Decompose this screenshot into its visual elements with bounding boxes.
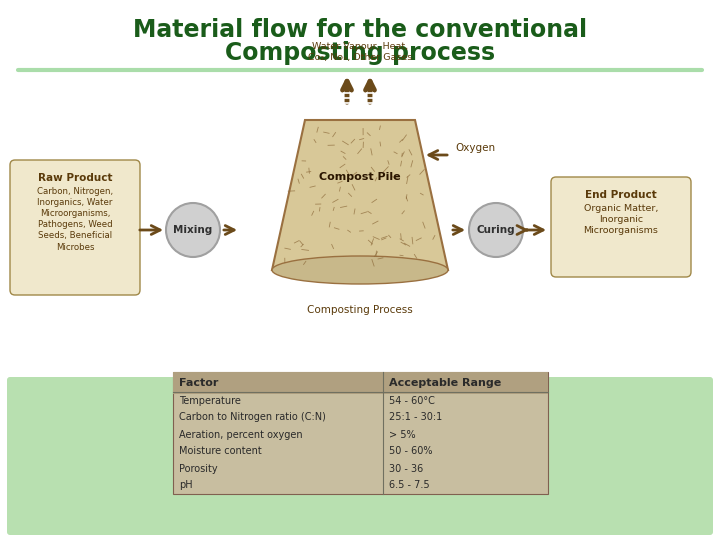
Text: Compost Pile: Compost Pile <box>319 172 401 182</box>
Text: 25:1 - 30:1: 25:1 - 30:1 <box>389 413 442 422</box>
Text: Material flow for the conventional: Material flow for the conventional <box>133 18 587 42</box>
Text: 6.5 - 7.5: 6.5 - 7.5 <box>389 481 430 490</box>
Text: Carbon, Nitrogen,
Inorganics, Water
Microorganisms,
Pathogens, Weed
Seeds, Benef: Carbon, Nitrogen, Inorganics, Water Micr… <box>37 187 113 252</box>
Text: Curing: Curing <box>477 225 516 235</box>
Polygon shape <box>272 120 448 270</box>
Text: Acceptable Range: Acceptable Range <box>389 378 501 388</box>
Text: Raw Product: Raw Product <box>37 173 112 183</box>
Text: Composting process: Composting process <box>225 41 495 65</box>
Text: 54 - 60°C: 54 - 60°C <box>389 395 435 406</box>
Text: pH: pH <box>179 481 193 490</box>
Circle shape <box>469 203 523 257</box>
Text: Carbon to Nitrogen ratio (C:N): Carbon to Nitrogen ratio (C:N) <box>179 413 326 422</box>
Text: 50 - 60%: 50 - 60% <box>389 447 433 456</box>
Text: Aeration, percent oxygen: Aeration, percent oxygen <box>179 429 302 440</box>
FancyBboxPatch shape <box>173 372 548 394</box>
FancyBboxPatch shape <box>10 160 140 295</box>
Text: 30 - 36: 30 - 36 <box>389 463 423 474</box>
Text: Porosity: Porosity <box>179 463 217 474</box>
Text: Composting Process: Composting Process <box>307 305 413 315</box>
Text: > 5%: > 5% <box>389 429 415 440</box>
Ellipse shape <box>272 256 448 284</box>
FancyBboxPatch shape <box>551 177 691 277</box>
FancyBboxPatch shape <box>173 372 548 494</box>
FancyBboxPatch shape <box>7 377 713 535</box>
Text: Water Vapour, Heat,
Co₂, Noₓ, Other Gases: Water Vapour, Heat, Co₂, Noₓ, Other Gase… <box>308 42 412 62</box>
Text: Oxygen: Oxygen <box>455 143 495 153</box>
Circle shape <box>166 203 220 257</box>
Text: Factor: Factor <box>179 378 218 388</box>
Text: Temperature: Temperature <box>179 395 241 406</box>
Text: End Product: End Product <box>585 190 657 200</box>
Text: Mixing: Mixing <box>174 225 212 235</box>
Text: Organic Matter,
Inorganic
Microorganisms: Organic Matter, Inorganic Microorganisms <box>584 204 658 235</box>
Text: Moisture content: Moisture content <box>179 447 262 456</box>
